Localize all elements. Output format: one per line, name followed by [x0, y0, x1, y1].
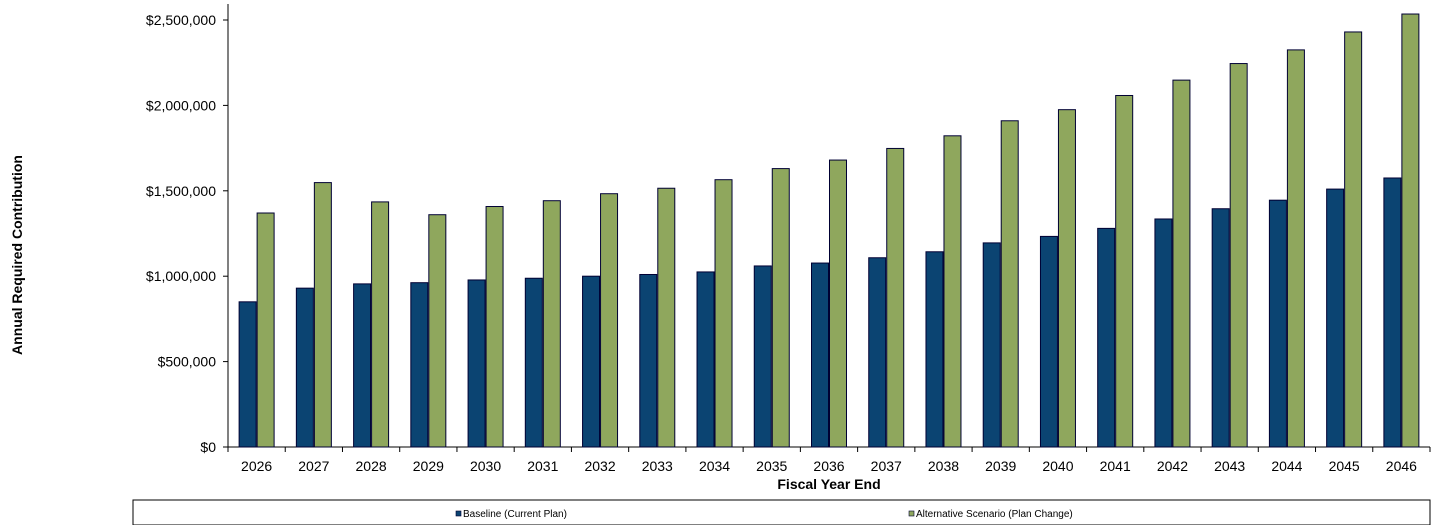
- bar-alternative: [886, 147, 905, 448]
- bar-alternative: [1172, 79, 1191, 448]
- bar-baseline: [582, 275, 601, 448]
- x-tick-label: 2037: [871, 458, 902, 474]
- bar-baseline: [1268, 199, 1287, 448]
- x-tick-label: 2040: [1042, 458, 1073, 474]
- legend: Baseline (Current Plan) Alternative Scen…: [132, 499, 1431, 525]
- bar-alternative: [1000, 120, 1019, 448]
- y-tick-label: $500,000: [158, 354, 217, 370]
- x-tick-label: 2026: [241, 458, 272, 474]
- bar-baseline: [1211, 208, 1230, 448]
- legend-swatch-baseline: [455, 510, 462, 517]
- bar-alternative: [542, 200, 561, 448]
- legend-label-baseline: Baseline (Current Plan): [463, 509, 567, 520]
- bar-baseline: [639, 273, 658, 448]
- bar-baseline: [1039, 235, 1058, 448]
- x-tick-label: 2035: [756, 458, 787, 474]
- bar-baseline: [868, 257, 887, 448]
- bar-alternative: [313, 182, 332, 448]
- bar-baseline: [811, 262, 829, 448]
- bar-alternative: [1286, 49, 1305, 448]
- x-tick-label: 2042: [1157, 458, 1188, 474]
- legend-label-alternative: Alternative Scenario (Plan Change): [916, 509, 1073, 520]
- x-tick-label: 2046: [1386, 458, 1417, 474]
- x-tick-label: 2043: [1214, 458, 1245, 474]
- legend-swatch-alternative: [908, 510, 915, 517]
- y-axis-title: Annual Required Contribution: [9, 155, 25, 355]
- bar-baseline: [238, 301, 257, 448]
- bar-baseline: [353, 283, 372, 448]
- y-tick-label: $2,000,000: [146, 97, 216, 113]
- bar-alternative: [1344, 31, 1363, 448]
- bar-alternative: [714, 179, 733, 448]
- bar-alternative: [371, 201, 390, 448]
- plot-area: $0 $500,000 $1,000,000 $1,500,000 $2,000,000…: [146, 4, 1431, 474]
- x-tick-label: 2027: [298, 458, 329, 474]
- bar-baseline: [753, 265, 772, 448]
- x-tick-label: 2033: [642, 458, 673, 474]
- bar-baseline: [982, 242, 1001, 448]
- y-tick-label: $0: [200, 439, 216, 455]
- bar-baseline: [1383, 177, 1402, 448]
- bar-alternative: [1401, 13, 1420, 448]
- bar-baseline: [1326, 188, 1345, 448]
- bar-baseline: [295, 287, 314, 448]
- x-tick-label: 2045: [1329, 458, 1360, 474]
- x-tick-label: 2036: [813, 458, 844, 474]
- bar-alternative: [657, 187, 676, 448]
- bar-alternative: [1229, 63, 1248, 448]
- bar-baseline: [524, 277, 543, 448]
- bar-baseline: [925, 251, 944, 448]
- bar-alternative: [771, 168, 790, 448]
- x-tick-label: 2044: [1271, 458, 1302, 474]
- x-tick-label: 2034: [699, 458, 730, 474]
- bar-baseline: [696, 271, 715, 448]
- bar-alternative: [1057, 109, 1076, 448]
- x-tick-label: 2031: [527, 458, 558, 474]
- x-tick-label: 2028: [356, 458, 387, 474]
- x-tick-label: 2041: [1100, 458, 1131, 474]
- y-tick-label: $1,500,000: [146, 183, 216, 199]
- bar-baseline: [410, 282, 429, 448]
- bar-alternative: [943, 135, 962, 448]
- y-tick-label: $1,000,000: [146, 268, 216, 284]
- x-tick-label: 2030: [470, 458, 501, 474]
- x-tick-label: 2038: [928, 458, 959, 474]
- x-tick-label: 2039: [985, 458, 1016, 474]
- bar-alternative: [256, 212, 275, 448]
- bar-alternative: [485, 206, 504, 448]
- bar-alternative: [1115, 94, 1134, 448]
- y-tick-label: $2,500,000: [146, 12, 216, 28]
- bar-baseline: [1097, 227, 1116, 448]
- x-tick-label: 2029: [413, 458, 444, 474]
- bar-alternative: [829, 159, 847, 448]
- bar-alternative: [600, 193, 619, 448]
- bar-baseline: [467, 279, 486, 448]
- bar-alternative: [428, 214, 447, 448]
- x-tick-label: 2032: [584, 458, 615, 474]
- bar-baseline: [1154, 218, 1173, 448]
- legend-box: [132, 499, 1431, 525]
- x-axis-title: Fiscal Year End: [777, 476, 880, 492]
